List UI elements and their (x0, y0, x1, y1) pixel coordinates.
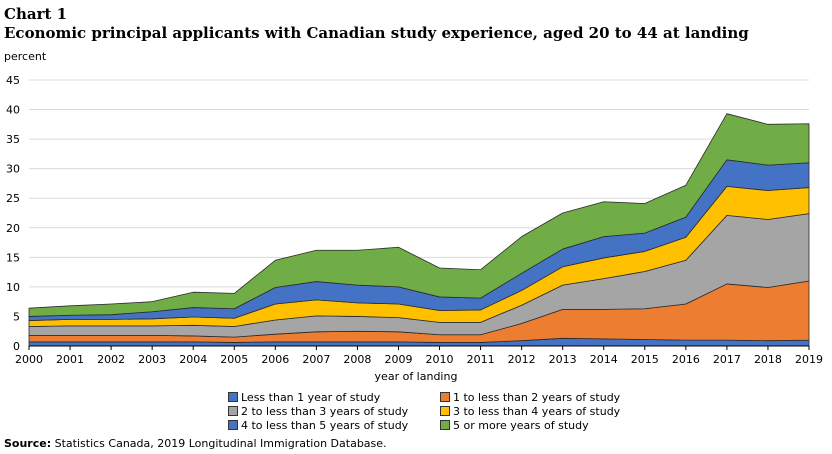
x-axis-label: year of landing (374, 370, 458, 383)
legend-label: Less than 1 year of study (241, 391, 381, 404)
legend-item-5-or-more-years: 5 or more years of study (440, 419, 589, 432)
legend-label: 2 to less than 3 years of study (241, 405, 409, 418)
x-tick-label: 2010 (426, 353, 454, 366)
legend-item-3-to-4-years: 3 to less than 4 years of study (440, 405, 620, 418)
y-tick-label: 5 (13, 310, 20, 323)
y-tick-label: 20 (6, 222, 20, 235)
legend-item-less-than-1-year: Less than 1 year of study (228, 391, 380, 404)
area-series-5 (28, 113, 810, 317)
legend-label: 5 or more years of study (453, 419, 589, 432)
legend-item-1-to-2-years: 1 to less than 2 years of study (440, 391, 620, 404)
x-tick-label: 2006 (261, 353, 289, 366)
y-tick-label: 40 (6, 104, 20, 117)
y-axis-label: percent (4, 50, 47, 63)
legend-item-2-to-3-years: 2 to less than 3 years of study (228, 405, 408, 418)
y-tick-label: 45 (6, 74, 20, 87)
x-tick-label: 2012 (508, 353, 536, 366)
y-tick-label: 10 (6, 281, 20, 294)
legend-label: 3 to less than 4 years of study (453, 405, 621, 418)
x-tick-label: 2000 (15, 353, 43, 366)
x-tick-label: 2003 (138, 353, 166, 366)
y-tick-label: 35 (6, 133, 20, 146)
chart-title: Economic principal applicants with Canad… (4, 24, 749, 42)
source-label: Source: (4, 437, 52, 450)
x-tick-label: 2007 (302, 353, 330, 366)
legend-swatch (228, 392, 238, 402)
chart-number: Chart 1 (4, 5, 68, 23)
legend-swatch (440, 392, 450, 402)
legend-swatch (440, 406, 450, 416)
legend-label: 4 to less than 5 years of study (241, 419, 409, 432)
x-tick-label: 2019 (795, 353, 823, 366)
legend-swatch (228, 406, 238, 416)
legend-swatch (440, 420, 450, 430)
y-tick-label: 0 (13, 340, 20, 353)
x-tick-label: 2015 (631, 353, 659, 366)
x-tick-label: 2016 (672, 353, 700, 366)
x-tick-label: 2001 (56, 353, 84, 366)
x-tick-label: 2011 (467, 353, 495, 366)
x-tick-label: 2013 (549, 353, 577, 366)
x-tick-label: 2008 (343, 353, 371, 366)
x-tick-label: 2014 (590, 353, 618, 366)
legend-label: 1 to less than 2 years of study (453, 391, 621, 404)
legend-swatch (228, 420, 238, 430)
y-tick-label: 30 (6, 163, 20, 176)
y-tick-label: 25 (6, 192, 20, 205)
source-text: Statistics Canada, 2019 Longitudinal Imm… (54, 437, 387, 450)
area-chart: 0 5 10 15 20 25 30 35 40 45 2000 2001 2002 2003 2004 20… (6, 74, 823, 366)
source-note: Source: Statistics Canada, 2019 Longitud… (4, 437, 387, 450)
x-tick-label: 2018 (754, 353, 782, 366)
x-tick-label: 2004 (179, 353, 207, 366)
x-tick-label: 2002 (97, 353, 125, 366)
x-tick-label: 2009 (384, 353, 412, 366)
y-tick-label: 15 (6, 251, 20, 264)
legend-item-4-to-5-years: 4 to less than 5 years of study (228, 419, 408, 432)
x-tick-label: 2005 (220, 353, 248, 366)
x-tick-label: 2017 (713, 353, 741, 366)
